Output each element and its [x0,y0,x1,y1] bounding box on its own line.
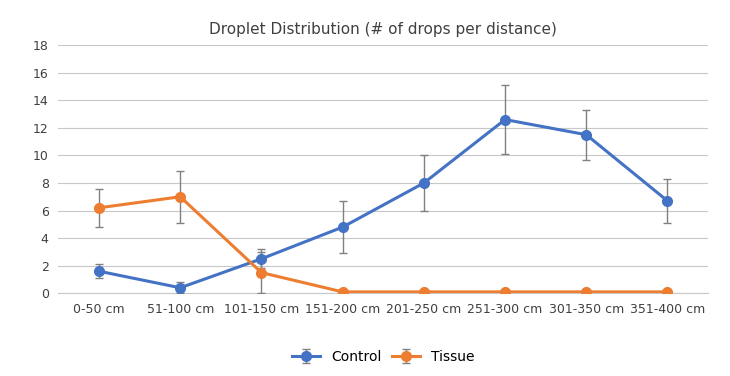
Legend: Control, Tissue: Control, Tissue [286,345,480,370]
Title: Droplet Distribution (# of drops per distance): Droplet Distribution (# of drops per dis… [210,22,557,37]
